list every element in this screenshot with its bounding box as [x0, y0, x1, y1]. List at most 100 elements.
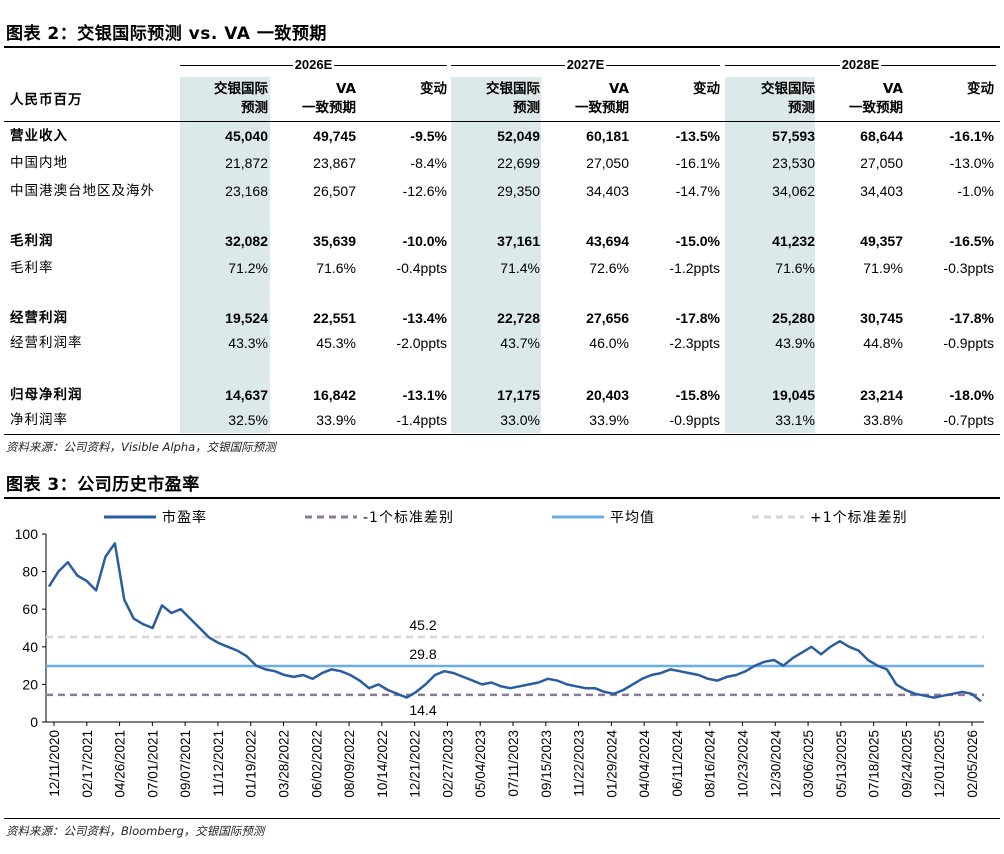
- table-cell: 52,049: [497, 128, 540, 144]
- column-header: VA 一致预期: [266, 80, 356, 118]
- column-header: 变动: [904, 80, 994, 99]
- table-cell: -0.4ppts: [396, 260, 447, 276]
- table-cell: -18.0%: [949, 387, 994, 403]
- table-cell: 45,040: [225, 128, 268, 144]
- column-header: 变动: [630, 80, 720, 99]
- table-cell: 34,403: [586, 183, 629, 199]
- row-label: 归母净利润: [10, 387, 83, 403]
- table-cell: -13.4%: [402, 310, 447, 326]
- table-cell: 21,872: [225, 155, 268, 171]
- table-cell: -0.3ppts: [943, 260, 994, 276]
- table-cell: 34,403: [860, 183, 903, 199]
- column-header-line2: 一致预期: [302, 100, 356, 116]
- table-cell: -0.7ppts: [943, 412, 994, 428]
- x-tick-label: 08/16/2024: [703, 730, 718, 798]
- x-tick-label: 10/14/2022: [375, 730, 390, 798]
- column-header-line1: 变动: [693, 81, 720, 97]
- chart-source: 资料来源：公司资料，Bloomberg，交银国际预测: [6, 824, 265, 838]
- table-cell: 37,161: [497, 233, 540, 249]
- table-cell: 46.0%: [589, 335, 629, 351]
- forecast-column-shade: [725, 77, 815, 433]
- table-cell: 71.6%: [316, 260, 356, 276]
- table-cell: 57,593: [772, 128, 815, 144]
- y-tick-label: 60: [22, 601, 38, 617]
- row-label: 营业收入: [10, 128, 68, 144]
- legend-label: 平均值: [610, 510, 655, 526]
- group-header: 2028E: [725, 57, 996, 72]
- table-cell: -15.0%: [675, 233, 720, 249]
- table-cell: -15.8%: [675, 387, 720, 403]
- row-label: 经营利润率: [10, 335, 83, 351]
- x-tick-label: 12/11/2020: [47, 730, 62, 797]
- x-tick-label: 09/07/2021: [178, 730, 193, 798]
- table-cell: -9.5%: [410, 128, 447, 144]
- table-cell: -14.7%: [675, 183, 720, 199]
- table-cell: -16.1%: [675, 155, 720, 171]
- table-cell: 34,062: [772, 183, 815, 199]
- table-cell: -12.6%: [402, 183, 447, 199]
- table-cell: 27,050: [860, 155, 903, 171]
- table-cell: 23,214: [860, 387, 903, 403]
- table-cell: -2.3ppts: [669, 335, 720, 351]
- row-label: 中国内地: [10, 155, 68, 171]
- table-cell: -2.0ppts: [396, 335, 447, 351]
- table-cell: 43.7%: [500, 335, 540, 351]
- chart-title: 图表 3：公司历史市盈率: [6, 475, 200, 495]
- legend-label: +1个标准差别: [810, 510, 908, 526]
- legend-label: -1个标准差别: [363, 510, 454, 526]
- x-tick-label: 12/30/2024: [768, 730, 783, 798]
- row-label: 中国港澳台地区及海外: [10, 183, 155, 199]
- group-header-year: 2028E: [839, 57, 882, 72]
- y-tick-label: 100: [15, 526, 39, 542]
- column-header: 变动: [357, 80, 447, 99]
- group-header-year: 2026E: [292, 57, 335, 72]
- row-label: 毛利率: [10, 260, 54, 276]
- table-cell: -1.4ppts: [396, 412, 447, 428]
- table-cell: 68,644: [860, 128, 903, 144]
- x-tick-label: 02/17/2021: [80, 730, 95, 798]
- table-cell: 71.9%: [863, 260, 903, 276]
- x-tick-label: 03/28/2022: [277, 730, 292, 798]
- y-tick-label: 80: [22, 564, 38, 580]
- table-cell: -17.8%: [675, 310, 720, 326]
- x-tick-label: 07/01/2021: [145, 730, 160, 798]
- table-cell: -1.0%: [957, 183, 994, 199]
- column-header-line1: VA: [883, 81, 903, 97]
- table-cell: 22,699: [497, 155, 540, 171]
- reference-value-label: 14.4: [409, 702, 436, 718]
- column-header-line2: 一致预期: [849, 100, 903, 116]
- table-cell: 30,745: [860, 310, 903, 326]
- table-cell: -17.8%: [949, 310, 994, 326]
- table-cell: 60,181: [586, 128, 629, 144]
- table-cell: -1.2ppts: [669, 260, 720, 276]
- x-tick-label: 05/04/2023: [473, 730, 488, 798]
- y-tick-label: 20: [22, 676, 38, 692]
- x-tick-label: 05/13/2025: [834, 730, 849, 798]
- table-cell: -16.5%: [949, 233, 994, 249]
- table-cell: 23,530: [772, 155, 815, 171]
- table-cell: 71.6%: [775, 260, 815, 276]
- table-cell: -13.5%: [675, 128, 720, 144]
- x-tick-label: 06/11/2024: [670, 730, 685, 797]
- x-tick-label: 06/02/2022: [309, 730, 324, 798]
- table-cell: 22,551: [313, 310, 356, 326]
- column-header: VA 一致预期: [813, 80, 903, 118]
- table-cell: -8.4%: [410, 155, 447, 171]
- table-cell: 33.8%: [863, 412, 903, 428]
- table-cell: 26,507: [313, 183, 356, 199]
- table-cell: 32,082: [225, 233, 268, 249]
- table-cell: 33.1%: [775, 412, 815, 428]
- column-header-line2: 预测: [788, 100, 815, 116]
- x-tick-label: 07/18/2025: [867, 730, 882, 798]
- table-cell: 44.8%: [863, 335, 903, 351]
- table-cell: -13.1%: [402, 387, 447, 403]
- table-cell: 43.3%: [228, 335, 268, 351]
- column-header-line1: 交银国际: [761, 81, 815, 97]
- column-header: 交银国际预测: [725, 80, 815, 118]
- table-cell: 19,524: [225, 310, 268, 326]
- x-tick-label: 04/04/2024: [637, 730, 652, 798]
- x-tick-label: 04/26/2021: [113, 730, 128, 798]
- table-title: 图表 2：交银国际预测 vs. VA 一致预期: [6, 24, 327, 44]
- table-cell: -0.9ppts: [669, 412, 720, 428]
- table-cell: 33.0%: [500, 412, 540, 428]
